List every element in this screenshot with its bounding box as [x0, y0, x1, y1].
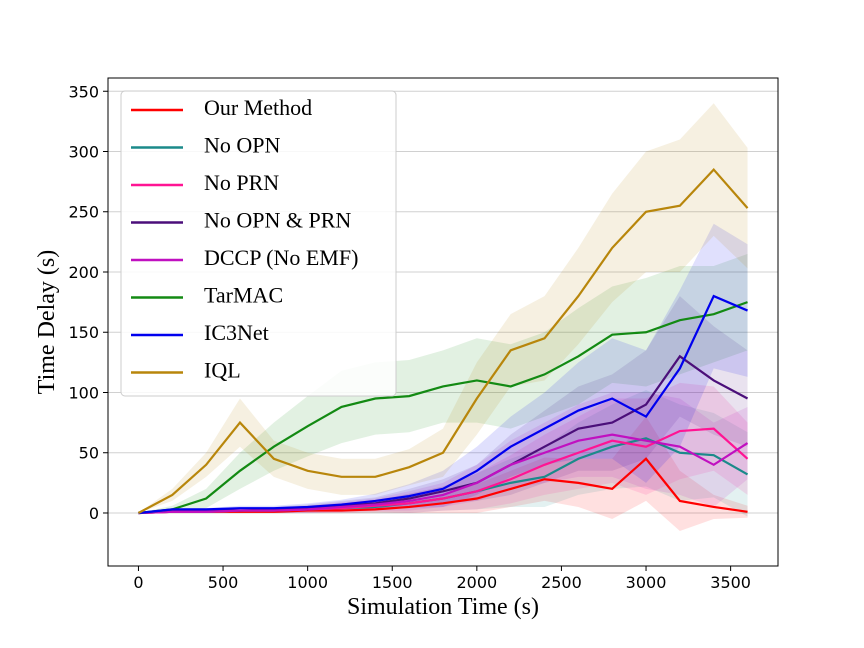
legend-label: Our Method	[204, 95, 312, 120]
series-line	[138, 301, 748, 515]
legend-label: IQL	[204, 358, 241, 383]
legend-box	[120, 90, 397, 397]
legend-label: No OPN & PRN	[204, 208, 351, 233]
legend-label: No PRN	[204, 170, 279, 195]
legend-label: DCCP (No EMF)	[204, 245, 358, 270]
y-tick-label: 250	[68, 203, 99, 222]
y-tick-label: 0	[89, 504, 99, 523]
x-tick-label: 1500	[372, 573, 413, 592]
y-tick-label: 50	[79, 444, 99, 463]
x-tick-label: 2000	[456, 573, 497, 592]
y-tick-label: 150	[68, 323, 99, 342]
legend-label: No OPN	[204, 133, 281, 158]
plot-frame	[107, 77, 779, 567]
series-line	[138, 294, 748, 515]
legend-label: TarMAC	[204, 283, 283, 308]
error-band	[138, 382, 748, 513]
error-band	[138, 223, 748, 513]
y-axis-label: Time Delay (s)	[34, 250, 60, 394]
x-tick-label: 500	[208, 573, 239, 592]
y-tick-label: 300	[68, 143, 99, 162]
series-line	[138, 433, 749, 515]
x-tick-label: 1000	[287, 573, 328, 592]
x-axis-label: Simulation Time (s)	[347, 594, 539, 620]
error-band	[138, 392, 748, 513]
x-tick-label: 3500	[710, 573, 751, 592]
legend: Our Method No OPN No PRN No OPN & PRN DCCP (…	[120, 90, 397, 397]
y-tick-label: 200	[68, 263, 99, 282]
series-line	[137, 167, 749, 514]
y-tick-label: 350	[68, 82, 99, 101]
error-band	[138, 253, 748, 513]
legend-label: IC3Net	[204, 320, 269, 345]
series-line	[138, 457, 748, 515]
x-tick-label: 3000	[626, 573, 667, 592]
error-band	[138, 416, 748, 532]
x-tick-label: 0	[133, 573, 143, 592]
x-tick-label: 2500	[541, 573, 582, 592]
error-band	[138, 296, 748, 513]
y-tick-label: 100	[68, 383, 99, 402]
